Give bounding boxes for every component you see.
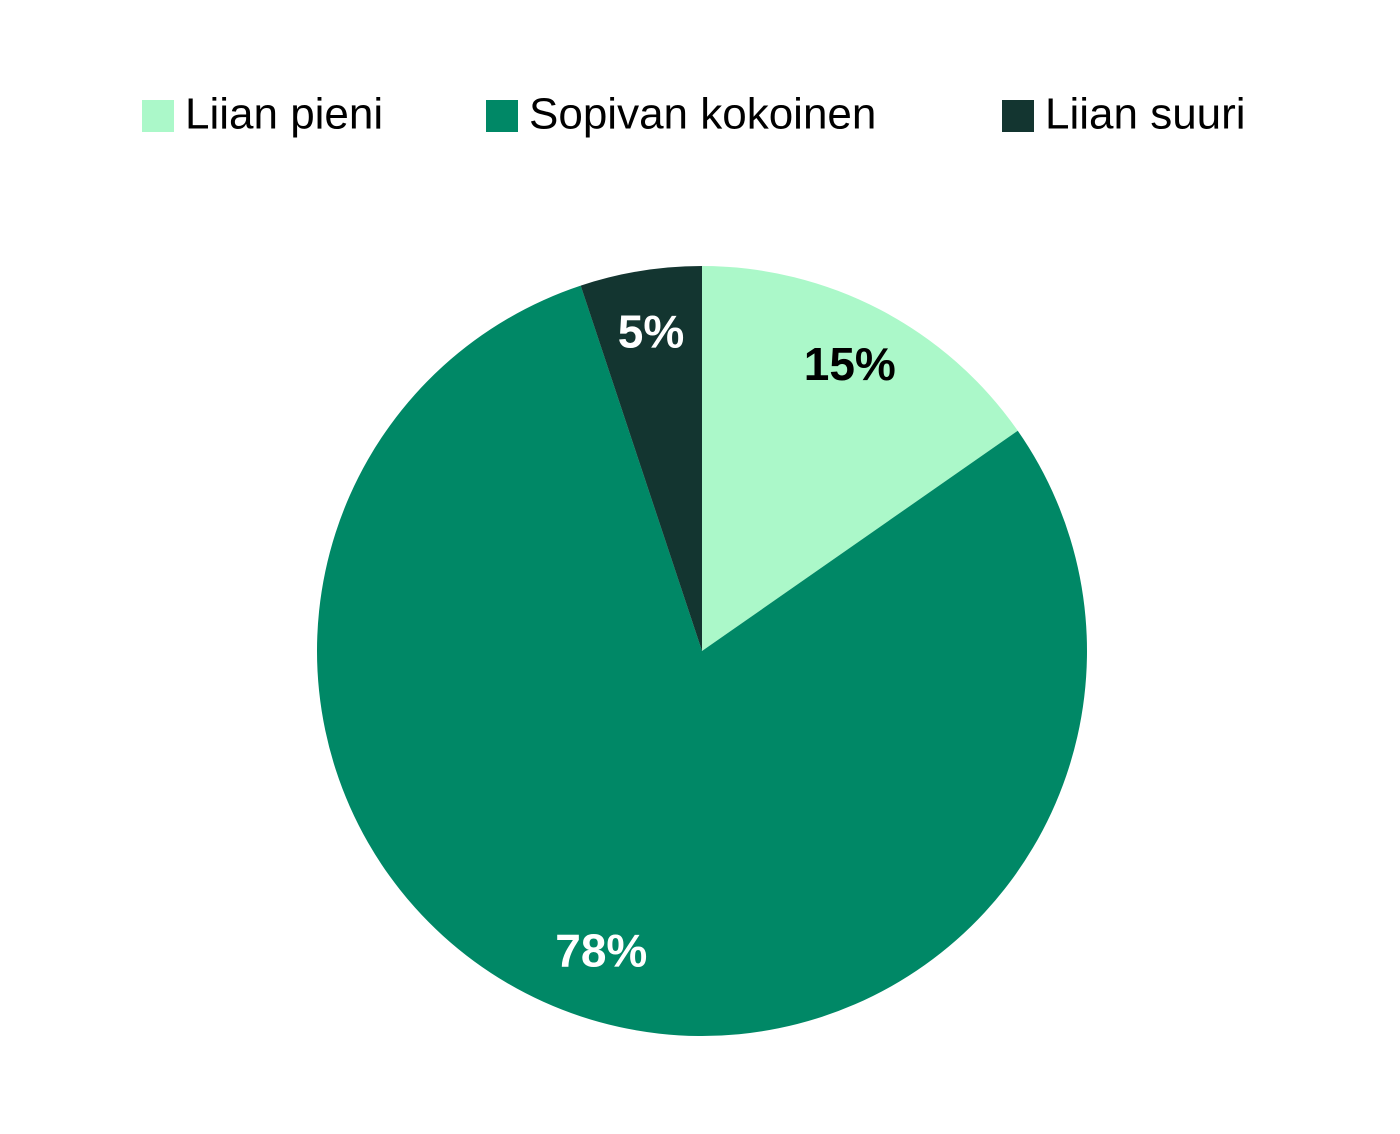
- legend-swatch: [486, 100, 518, 132]
- legend-swatch: [1002, 100, 1034, 132]
- legend-swatch: [142, 100, 174, 132]
- pie-slice: [317, 285, 1087, 1036]
- legend-label: Liian pieni: [185, 90, 383, 139]
- data-label: 78%: [555, 924, 647, 976]
- pie-slice: [580, 266, 702, 651]
- data-label: 5%: [618, 306, 684, 358]
- legend-label: Sopivan kokoinen: [529, 90, 876, 139]
- pie-slice: [702, 266, 1018, 651]
- data-label: 15%: [804, 338, 896, 390]
- legend-label: Liian suuri: [1045, 90, 1246, 139]
